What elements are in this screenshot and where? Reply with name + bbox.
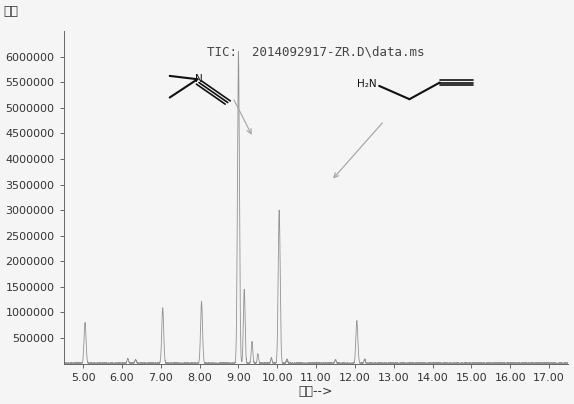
X-axis label: 时间-->: 时间--> [299, 385, 333, 398]
Text: N: N [195, 74, 203, 84]
Text: 丰度: 丰度 [3, 5, 18, 18]
Text: H₂N: H₂N [357, 79, 377, 89]
Text: TIC:  2014092917-ZR.D\data.ms: TIC: 2014092917-ZR.D\data.ms [207, 46, 425, 59]
